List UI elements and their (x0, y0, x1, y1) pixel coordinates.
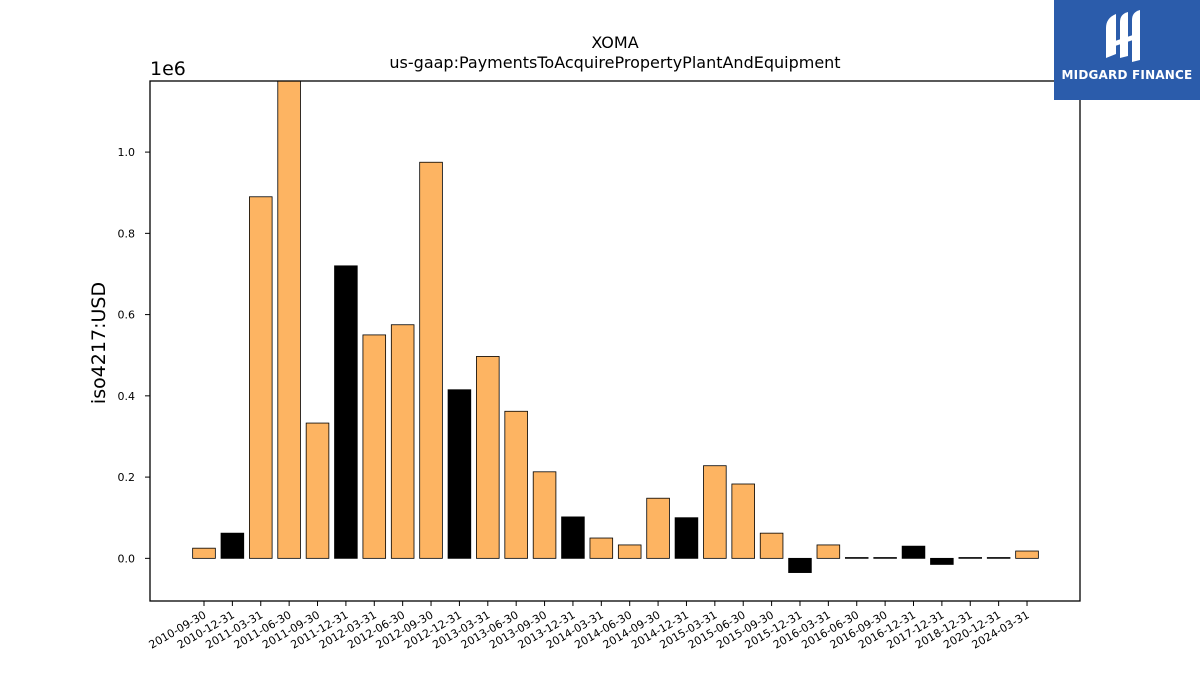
bar-2015-06-30 (731, 483, 755, 559)
bar-2013-12-31 (561, 516, 585, 559)
midgard-finance-logo: MIDGARD FINANCE (1054, 0, 1200, 100)
y-tick-label: 0.0 (118, 552, 136, 565)
bar-2012-03-31 (362, 334, 387, 559)
logo-text: MIDGARD FINANCE (1061, 68, 1193, 82)
bar-2015-12-31 (788, 557, 812, 573)
bar-2017-12-31 (930, 557, 954, 565)
chart-title: XOMA (591, 33, 638, 52)
bar-2015-03-31 (703, 465, 727, 559)
chart-subtitle: us-gaap:PaymentsToAcquirePropertyPlantAn… (389, 53, 840, 72)
plot-frame (149, 80, 1081, 602)
bar-2012-09-30 (419, 161, 443, 559)
bar-2014-12-31 (674, 517, 699, 559)
bar-2014-09-30 (646, 497, 670, 559)
bar-2013-03-31 (476, 356, 500, 559)
bar-2012-12-31 (447, 389, 472, 559)
x-ticks-group: 2010-09-302010-12-312011-03-312011-06-30… (147, 601, 1032, 652)
bar-2013-06-30 (504, 410, 528, 559)
bar-2020-12-31 (986, 557, 1011, 559)
y-ticks-group: 0.0 0.2 0.4 0.6 0.8 1.0 (118, 146, 150, 565)
bar-2024-03-31 (1015, 550, 1039, 559)
bar-2010-12-31 (220, 532, 245, 559)
bar-2012-06-30 (390, 324, 415, 559)
logo-mark-icon (1106, 10, 1140, 62)
bars-group (192, 80, 1039, 573)
y-tick-label: 1.0 (118, 146, 136, 159)
bar-2015-09-30 (759, 532, 784, 559)
bar-2010-09-30 (192, 547, 216, 559)
bar-2013-09-30 (532, 471, 557, 559)
bar-2016-03-31 (816, 544, 841, 559)
y-tick-label: 0.6 (118, 309, 136, 322)
y-tick-label: 0.8 (118, 227, 136, 240)
bar-2016-09-30 (873, 557, 897, 559)
bar-2014-06-30 (617, 544, 642, 559)
bar-2018-12-31 (958, 557, 983, 559)
y-multiplier-label: 1e6 (150, 58, 186, 80)
y-tick-label: 0.2 (118, 471, 136, 484)
bar-2016-06-30 (844, 557, 869, 559)
bar-2011-12-31 (334, 265, 358, 559)
y-tick-label: 0.4 (118, 390, 136, 403)
bar-2011-06-30 (277, 80, 301, 559)
bar-2016-12-31 (901, 545, 926, 559)
bar-2014-03-31 (589, 537, 614, 559)
bar-2011-03-31 (249, 196, 273, 559)
y-axis-label: iso4217:USD (88, 282, 110, 404)
bar-2011-09-30 (305, 422, 330, 559)
